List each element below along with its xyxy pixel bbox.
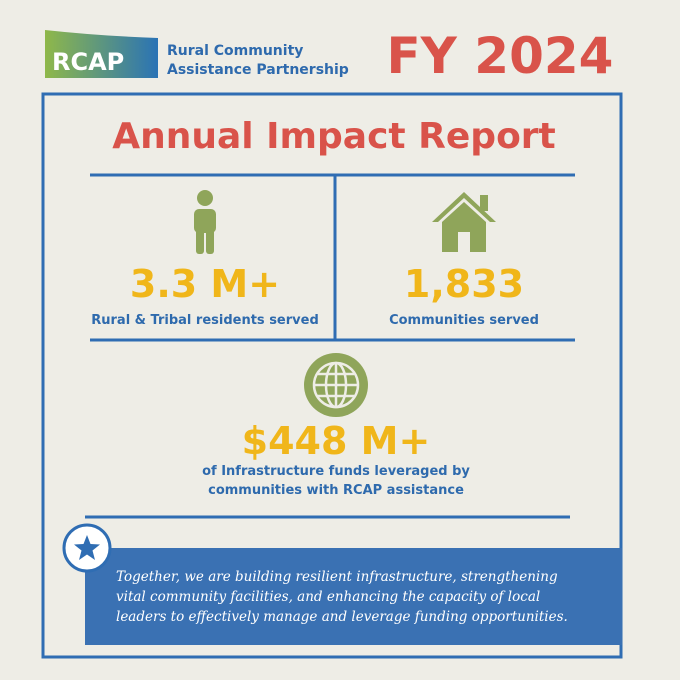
stat-value: 1,833 bbox=[404, 262, 524, 306]
statement-box bbox=[85, 548, 622, 645]
statement-line: Together, we are building resilient infr… bbox=[116, 569, 558, 585]
org-name: Assistance Partnership bbox=[167, 62, 349, 78]
stat-value: 3.3 M+ bbox=[130, 262, 280, 306]
person-icon bbox=[194, 190, 216, 254]
stat-label: communities with RCAP assistance bbox=[208, 483, 464, 498]
stat-label: Communities served bbox=[389, 313, 539, 328]
stat-value: $448 M+ bbox=[242, 419, 431, 463]
statement-line: vital community facilities, and enhancin… bbox=[116, 589, 540, 605]
globe-icon bbox=[304, 353, 368, 417]
logo-shape bbox=[45, 30, 158, 78]
org-name: Rural Community bbox=[167, 43, 303, 59]
star-icon bbox=[74, 535, 100, 560]
title: Annual Impact Report bbox=[112, 116, 556, 157]
house-icon bbox=[432, 192, 496, 252]
fiscal-year: FY 2024 bbox=[387, 27, 614, 85]
logo-text: RCAP bbox=[52, 48, 124, 76]
stat-label: of Infrastructure funds leveraged by bbox=[202, 464, 470, 479]
stat-label: Rural & Tribal residents served bbox=[91, 313, 319, 328]
frame bbox=[41, 92, 623, 659]
statement-line: leaders to effectively manage and levera… bbox=[116, 609, 568, 625]
